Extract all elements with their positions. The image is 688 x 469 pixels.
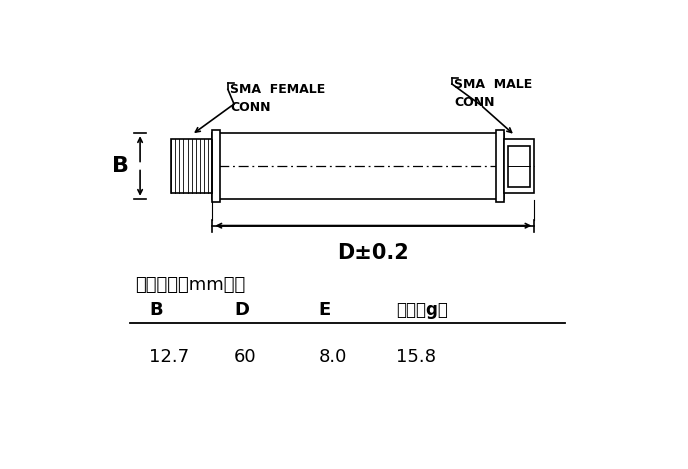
Bar (213, 133, 504, 199)
Bar (504, 139, 535, 193)
Text: 60: 60 (234, 348, 257, 365)
Bar (213, 130, 220, 202)
Text: 12.7: 12.7 (149, 348, 189, 365)
Text: 8.0: 8.0 (319, 348, 347, 365)
Text: D±0.2: D±0.2 (338, 242, 409, 263)
Bar (496, 130, 504, 202)
Text: B: B (149, 302, 163, 319)
Bar (508, 145, 530, 187)
Text: 重量（g）: 重量（g） (396, 302, 448, 319)
Text: B: B (111, 156, 129, 176)
Bar (171, 139, 213, 193)
Text: 15.8: 15.8 (396, 348, 436, 365)
Text: 外观尺寸（mm）：: 外观尺寸（mm）： (136, 276, 246, 294)
Text: D: D (234, 302, 249, 319)
Text: E: E (319, 302, 331, 319)
Text: SMA  FEMALE
CONN: SMA FEMALE CONN (230, 83, 325, 114)
Text: SMA  MALE
CONN: SMA MALE CONN (454, 78, 533, 109)
